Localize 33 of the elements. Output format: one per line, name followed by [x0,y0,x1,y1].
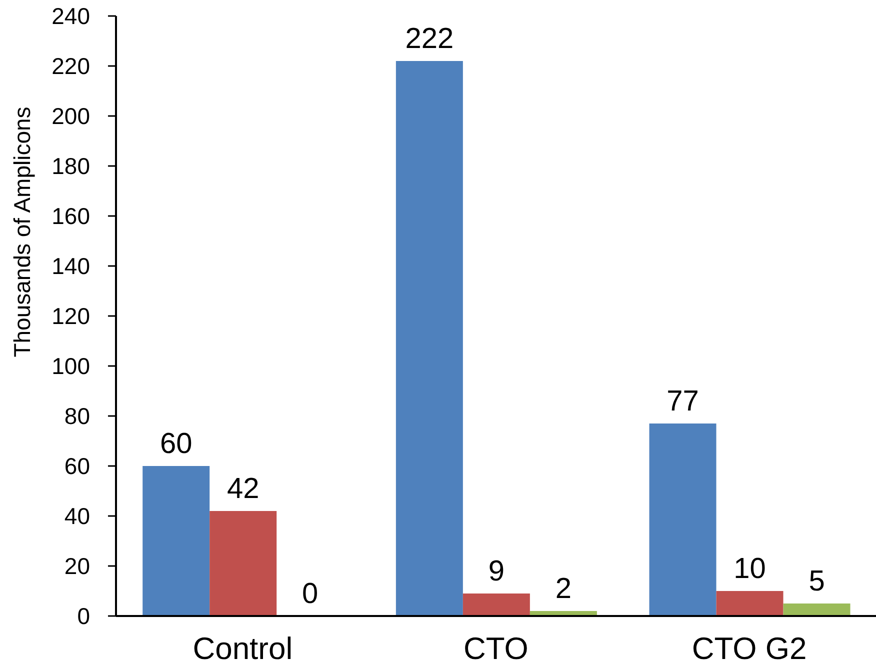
x-tick-label: CTO [464,631,528,666]
data-label: 42 [226,473,260,505]
y-tick-label: 200 [52,103,90,130]
bar [210,511,277,616]
y-tick-label: 100 [52,353,90,380]
y-tick-label: 120 [52,303,90,330]
y-tick-label: 60 [64,453,90,480]
data-label: 9 [488,556,505,588]
bar [396,61,463,616]
data-label: 222 [405,23,454,55]
data-label: 77 [666,386,699,418]
data-label: 2 [555,573,572,605]
data-label: 5 [808,566,825,598]
bar [142,466,210,616]
bar [462,594,530,616]
x-tick-label: Control [192,631,293,666]
bar [649,424,716,616]
y-tick-label: 40 [64,503,90,530]
y-axis-title: Thousands of Amplicons [9,106,35,358]
data-label: 0 [302,578,318,610]
y-tick-label: 220 [52,53,90,80]
y-tick-label: 80 [64,403,90,430]
data-label: 10 [734,553,766,585]
bar [783,604,850,616]
y-tick-label: 180 [52,153,90,180]
y-tick-label: 20 [64,553,90,580]
bar [716,591,784,616]
data-label: 60 [160,428,192,460]
y-tick-label: 0 [77,603,90,630]
x-tick-label: CTO G2 [692,631,807,666]
y-tick-label: 140 [52,253,90,280]
y-tick-label: 240 [52,3,90,30]
y-tick-label: 160 [52,203,90,230]
